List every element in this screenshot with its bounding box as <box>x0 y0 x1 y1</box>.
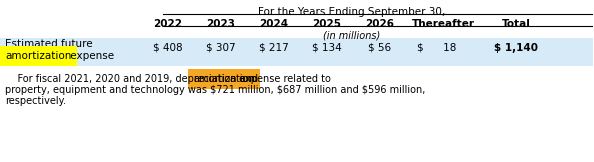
Text: Total: Total <box>501 19 530 29</box>
Text: expense related to: expense related to <box>236 74 331 84</box>
Text: amortization: amortization <box>193 74 255 84</box>
Text: property, equipment and technology was $721 million, $687 million and $596 milli: property, equipment and technology was $… <box>5 85 425 95</box>
Text: 2026: 2026 <box>365 19 394 29</box>
Text: Thereafter: Thereafter <box>412 19 475 29</box>
Text: (in millions): (in millions) <box>323 30 381 40</box>
Text: amortization: amortization <box>5 51 71 61</box>
Text: $ 134: $ 134 <box>312 43 342 53</box>
Text: $ 1,140: $ 1,140 <box>494 43 538 53</box>
Text: For fiscal 2021, 2020 and 2019, depreciation and: For fiscal 2021, 2020 and 2019, deprecia… <box>5 74 261 84</box>
Text: 2024: 2024 <box>260 19 289 29</box>
Text: Estimated future: Estimated future <box>5 39 93 49</box>
Text: 2022: 2022 <box>153 19 182 29</box>
Text: 2025: 2025 <box>312 19 342 29</box>
FancyBboxPatch shape <box>0 38 593 66</box>
Text: For the Years Ending September 30,: For the Years Ending September 30, <box>258 7 446 17</box>
Text: expense: expense <box>67 51 114 61</box>
Text: $      18: $ 18 <box>418 43 457 53</box>
Text: respectively.: respectively. <box>5 96 66 106</box>
Text: $ 56: $ 56 <box>368 43 391 53</box>
Text: $ 408: $ 408 <box>153 43 183 53</box>
Text: 2023: 2023 <box>207 19 235 29</box>
Text: $ 217: $ 217 <box>259 43 289 53</box>
Text: $ 307: $ 307 <box>206 43 236 53</box>
